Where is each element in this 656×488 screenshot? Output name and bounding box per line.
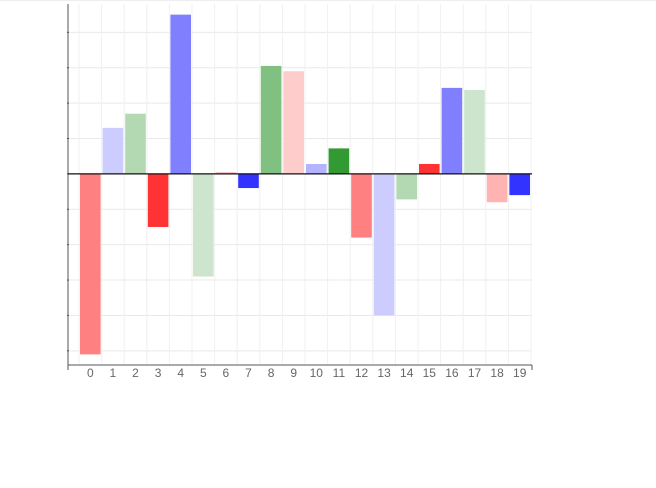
- bar-2: [125, 113, 146, 174]
- bar-3: [147, 173, 169, 227]
- axes-group: [67, 4, 533, 370]
- x-tick-label: 7: [245, 366, 252, 380]
- bar-16: [441, 87, 463, 174]
- bar-12: [351, 173, 372, 238]
- x-tick-label: 13: [377, 366, 391, 380]
- x-tick-labels: 0 1 2 3 4 5 6 7 8 9 10 11 12 13 14 15 16 17 18 19: [87, 366, 527, 380]
- x-tick-label: 15: [423, 366, 437, 380]
- grid-lines: [68, 4, 532, 365]
- x-tick-label: 6: [223, 366, 230, 380]
- x-tick-label: 10: [310, 366, 324, 380]
- x-tick-label: 0: [87, 366, 94, 380]
- bar-19: [509, 173, 530, 196]
- x-tick-label: 1: [110, 366, 117, 380]
- x-tick-label: 4: [177, 366, 184, 380]
- bar-7: [238, 173, 259, 189]
- x-tick-label: 11: [333, 366, 346, 380]
- x-tick-label: 12: [355, 366, 369, 380]
- bar-1: [102, 127, 124, 174]
- x-tick-label: 2: [132, 366, 139, 380]
- x-tick-label: 17: [468, 366, 482, 380]
- bar-4: [170, 14, 191, 174]
- x-tick-label: 19: [513, 366, 527, 380]
- x-tick-label: 18: [490, 366, 504, 380]
- bar-8: [260, 65, 282, 174]
- bar-17: [464, 90, 485, 174]
- bar-18: [486, 173, 508, 203]
- x-tick-label: 5: [200, 366, 207, 380]
- x-tick-label: 3: [155, 366, 162, 380]
- bar-5: [193, 173, 214, 277]
- bars-group: [80, 14, 530, 355]
- bar-14: [396, 173, 417, 200]
- bar-0: [80, 173, 101, 355]
- bar-15: [419, 163, 440, 174]
- top-divider: [0, 0, 656, 1]
- x-tick-label: 9: [290, 366, 297, 380]
- bar-9: [283, 71, 304, 174]
- bar-6: [215, 172, 237, 174]
- bar-11: [328, 148, 350, 174]
- x-tick-label: 8: [268, 366, 275, 380]
- bar-10: [306, 163, 327, 174]
- x-tick-label: 16: [445, 366, 459, 380]
- x-tick-label: 14: [400, 366, 414, 380]
- bar-13: [373, 173, 395, 316]
